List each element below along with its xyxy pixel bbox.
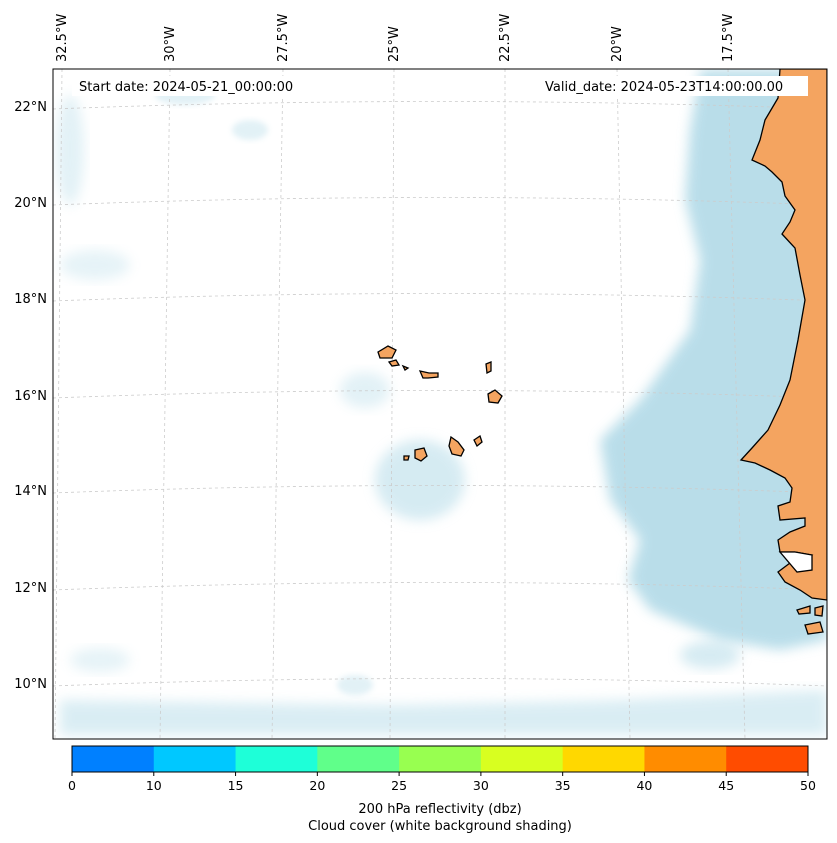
sao-nicolau-island — [418, 370, 439, 379]
cloud-patch-se — [680, 641, 740, 669]
cloud-patch-east — [60, 250, 130, 280]
meridian-line — [54, 69, 63, 739]
start-date-text: Start date: 2024-05-21_00:00:00 — [79, 80, 293, 95]
cloud-patch-center — [340, 372, 390, 408]
southern-cloud-strip — [60, 690, 827, 735]
cloud-patch-islands — [375, 440, 465, 520]
sao-vicente-island — [387, 359, 401, 367]
meridian-line — [159, 69, 171, 739]
latitude-labels: 22°N 20°N 18°N 16°N 14°N 12°N 10°N — [14, 100, 47, 692]
colorbar-tick-label: 45 — [718, 778, 734, 793]
longitude-label: 25°W — [387, 26, 402, 62]
guinea-bissau-island-1 — [796, 605, 811, 615]
latitude-label: 22°N — [14, 100, 47, 115]
cloud-patch-n — [232, 120, 268, 140]
colorbar-tick-label: 40 — [636, 778, 652, 793]
land-layer — [377, 69, 827, 635]
cloud-cover-layer — [56, 70, 827, 735]
boa-vista-island — [487, 389, 503, 404]
colorbar-tick-label: 15 — [228, 778, 244, 793]
colorbar: 0 10 15 20 25 30 35 40 45 50 — [68, 745, 816, 793]
colorbar-tick-label: 20 — [309, 778, 325, 793]
latitude-label: 14°N — [14, 484, 47, 499]
colorbar-title: 200 hPa reflectivity (dbz) — [358, 802, 521, 817]
colorbar-swatch — [480, 746, 564, 772]
longitude-label: 20°W — [610, 26, 625, 62]
coastal-cloud-band — [600, 70, 827, 650]
latitude-label: 18°N — [14, 292, 47, 307]
meridian-line — [271, 69, 284, 739]
latitude-label: 20°N — [14, 196, 47, 211]
senegal-inlet — [778, 551, 813, 573]
parallel-line — [53, 582, 827, 591]
colorbar-swatch — [726, 746, 809, 772]
santiago-island — [448, 435, 465, 457]
colorbar-swatch — [153, 746, 237, 772]
colorbar-swatch — [644, 746, 727, 772]
start-date-box: Start date: 2024-05-21_00:00:00 — [72, 76, 316, 96]
cloud-patch-west — [56, 95, 84, 205]
colorbar-subtitle: Cloud cover (white background shading) — [308, 819, 572, 834]
guinea-bissau-island-2 — [804, 621, 824, 635]
parallel-line — [53, 678, 827, 687]
meridian-line — [389, 69, 395, 739]
parallel-line — [53, 101, 827, 110]
brava-island — [403, 455, 410, 461]
colorbar-tick-label: 35 — [555, 778, 571, 793]
latitude-label: 12°N — [14, 581, 47, 596]
latitude-label: 10°N — [14, 677, 47, 692]
longitude-label: 30°W — [163, 26, 178, 62]
cloud-patch-sw — [70, 648, 130, 672]
graticule — [53, 69, 827, 739]
longitude-label: 27.5°W — [276, 14, 291, 62]
colorbar-swatch — [399, 746, 482, 772]
parallel-line — [53, 390, 827, 399]
longitude-label: 32.5°W — [55, 14, 70, 62]
longitude-labels: 32.5°W 30°W 27.5°W 25°W 22.5°W 20°W 17.5°W — [55, 14, 736, 62]
meridian-line — [616, 69, 631, 739]
longitude-label: 22.5°W — [498, 14, 513, 62]
latitude-label: 16°N — [14, 389, 47, 404]
fogo-island — [414, 447, 428, 462]
valid-date-box: Valid_date: 2024-05-23T14:00:00.00 — [537, 76, 808, 96]
colorbar-tick-label: 25 — [391, 778, 407, 793]
longitude-label: 17.5°W — [721, 14, 736, 62]
colorbar-tick-label: 50 — [800, 778, 816, 793]
sal-island — [485, 361, 492, 374]
parallel-line — [53, 485, 827, 494]
colorbar-swatch — [562, 746, 645, 772]
colorbar-swatch — [235, 746, 318, 772]
colorbar-border — [71, 745, 809, 773]
maio-island — [473, 434, 483, 448]
santa-luzia-island — [401, 364, 410, 371]
colorbar-tick-label: 10 — [146, 778, 162, 793]
cloud-patch-s — [337, 675, 373, 695]
guinea-bissau-island-3 — [814, 605, 824, 617]
santo-antao-island — [377, 345, 397, 359]
parallel-line — [53, 293, 827, 302]
meridian-line — [727, 69, 746, 739]
colorbar-tick-label: 30 — [473, 778, 489, 793]
parallel-line — [53, 197, 827, 206]
colorbar-swatch — [317, 746, 400, 772]
colorbar-tick-label: 0 — [68, 778, 76, 793]
colorbar-swatch — [72, 746, 155, 772]
valid-date-text: Valid_date: 2024-05-23T14:00:00.00 — [545, 80, 783, 95]
map-border — [52, 68, 828, 740]
